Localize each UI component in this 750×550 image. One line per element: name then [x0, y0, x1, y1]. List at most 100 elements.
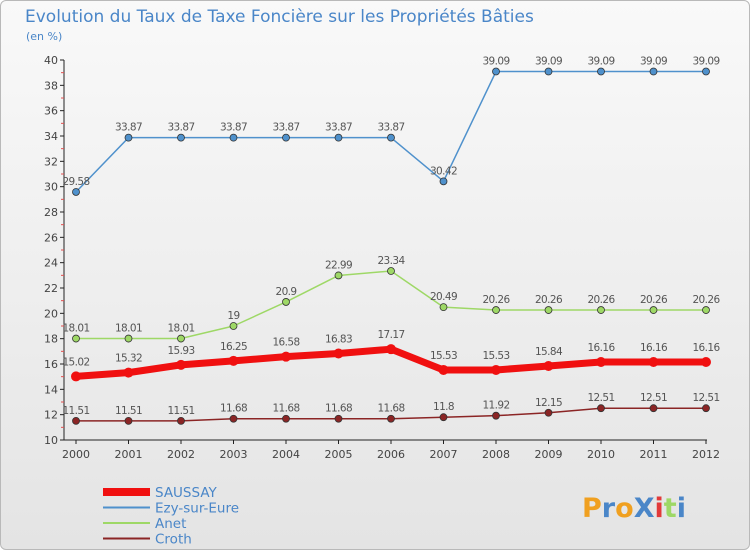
data-point-ezy-sur-eure — [597, 67, 605, 76]
data-label-anet: 20.26 — [535, 294, 563, 306]
data-label-anet: 18.01 — [62, 323, 89, 335]
data-label-saussay: 15.84 — [535, 346, 563, 358]
x-tick-label: 2001 — [115, 448, 143, 461]
data-label-saussay: 15.93 — [167, 345, 194, 357]
data-point-ezy-sur-eure — [544, 67, 553, 76]
data-point-anet — [387, 267, 395, 275]
data-point-croth — [439, 413, 448, 422]
data-point-saussay — [596, 356, 606, 367]
data-point-ezy-sur-eure — [124, 133, 133, 142]
data-label-ezy-sur-eure: 33.87 — [220, 122, 247, 134]
y-tick-label: 40 — [44, 54, 58, 67]
data-label-croth: 12.51 — [692, 392, 719, 404]
data-label-ezy-sur-eure: 33.87 — [377, 122, 404, 134]
data-label-saussay: 17.17 — [377, 329, 404, 341]
chart-subtitle: (en %) — [26, 30, 62, 43]
y-tick-label: 12 — [44, 409, 58, 422]
data-point-saussay — [123, 367, 134, 378]
x-tick-label: 2004 — [272, 448, 300, 461]
data-point-croth — [597, 404, 605, 413]
data-point-ezy-sur-eure — [229, 133, 238, 142]
data-point-ezy-sur-eure — [492, 67, 500, 76]
plot-area: 10 12 14 16 18 20 22 24 26 28 30 32 34 36 38 40 2000 2001… — [44, 54, 721, 461]
legend-label-ezy-sur-eure: Ezy-sur-Eure — [155, 501, 239, 517]
data-point-anet — [229, 322, 238, 330]
y-tick-label: 20 — [44, 307, 58, 320]
data-point-saussay — [176, 359, 186, 370]
x-tick-label: 2012 — [692, 448, 720, 461]
data-point-saussay — [491, 364, 501, 375]
x-tick-label: 2007 — [430, 448, 458, 461]
data-label-ezy-sur-eure: 39.09 — [640, 56, 667, 68]
y-tick-label: 34 — [44, 130, 58, 143]
data-label-anet: 23.34 — [377, 255, 405, 267]
data-label-anet: 22.99 — [325, 259, 352, 271]
x-tick-label: 2000 — [62, 448, 90, 461]
data-label-croth: 11.51 — [115, 405, 142, 417]
y-tick-label: 28 — [44, 206, 58, 219]
x-tick-label: 2009 — [535, 448, 563, 461]
data-label-anet: 18.01 — [167, 323, 194, 335]
data-label-anet: 20.49 — [430, 291, 457, 303]
x-tick-label: 2005 — [325, 448, 353, 461]
data-label-saussay: 15.32 — [115, 353, 142, 365]
data-label-croth: 11.68 — [325, 403, 352, 415]
data-label-ezy-sur-eure: 39.09 — [587, 56, 614, 68]
data-point-anet — [597, 306, 605, 314]
data-label-anet: 20.26 — [482, 294, 510, 306]
data-label-saussay: 16.16 — [692, 342, 720, 354]
data-label-ezy-sur-eure: 33.87 — [325, 122, 352, 134]
y-tick-label: 30 — [44, 181, 58, 194]
data-label-anet: 20.26 — [640, 294, 668, 306]
data-label-ezy-sur-eure: 30.42 — [430, 165, 457, 177]
data-point-croth — [124, 416, 133, 425]
data-point-ezy-sur-eure — [72, 188, 80, 196]
data-point-croth — [282, 414, 290, 423]
data-label-anet: 20.26 — [587, 294, 615, 306]
data-point-saussay — [281, 351, 291, 362]
data-point-croth — [492, 411, 500, 420]
chart-title: Evolution du Taux de Taxe Foncière sur l… — [25, 7, 534, 27]
data-point-croth — [387, 414, 395, 423]
y-tick-label: 22 — [44, 282, 58, 295]
logo-letter: i — [655, 493, 664, 524]
data-point-saussay — [648, 356, 659, 367]
x-tick-label: 2011 — [640, 448, 668, 461]
data-point-saussay — [701, 356, 711, 367]
data-label-saussay: 16.58 — [272, 337, 299, 349]
data-label-ezy-sur-eure: 33.87 — [115, 122, 142, 134]
data-point-anet — [649, 306, 658, 314]
data-label-croth: 12.51 — [640, 392, 667, 404]
logo-letter: r — [602, 493, 616, 524]
data-label-ezy-sur-eure: 39.09 — [692, 56, 719, 68]
logo-letter: P — [582, 493, 602, 524]
data-point-ezy-sur-eure — [177, 133, 185, 142]
data-label-croth: 11.92 — [482, 400, 509, 412]
data-point-anet — [72, 334, 80, 343]
data-point-anet — [124, 334, 133, 343]
x-tick-label: 2002 — [167, 448, 195, 461]
proxiti-logo: ProXiti — [582, 493, 686, 524]
data-point-ezy-sur-eure — [282, 133, 290, 142]
x-tick-label: 2006 — [377, 448, 405, 461]
data-point-croth — [544, 408, 553, 417]
data-point-saussay — [333, 348, 344, 359]
data-label-saussay: 16.83 — [325, 333, 352, 345]
data-point-ezy-sur-eure — [702, 67, 710, 76]
y-tick-label: 16 — [44, 358, 58, 371]
data-point-saussay — [438, 364, 449, 375]
data-point-anet — [439, 303, 448, 312]
data-label-croth: 12.51 — [587, 392, 614, 404]
data-label-anet: 20.26 — [692, 294, 720, 306]
data-label-ezy-sur-eure: 33.87 — [167, 122, 194, 134]
data-point-croth — [72, 416, 80, 425]
y-tick-label: 18 — [44, 333, 58, 346]
data-point-ezy-sur-eure — [334, 133, 343, 142]
data-label-saussay: 15.53 — [430, 350, 457, 362]
logo-letter: o — [615, 493, 634, 524]
data-point-croth — [702, 404, 710, 413]
legend-label-saussay: SAUSSAY — [155, 485, 218, 501]
y-tick-label: 10 — [44, 434, 58, 447]
